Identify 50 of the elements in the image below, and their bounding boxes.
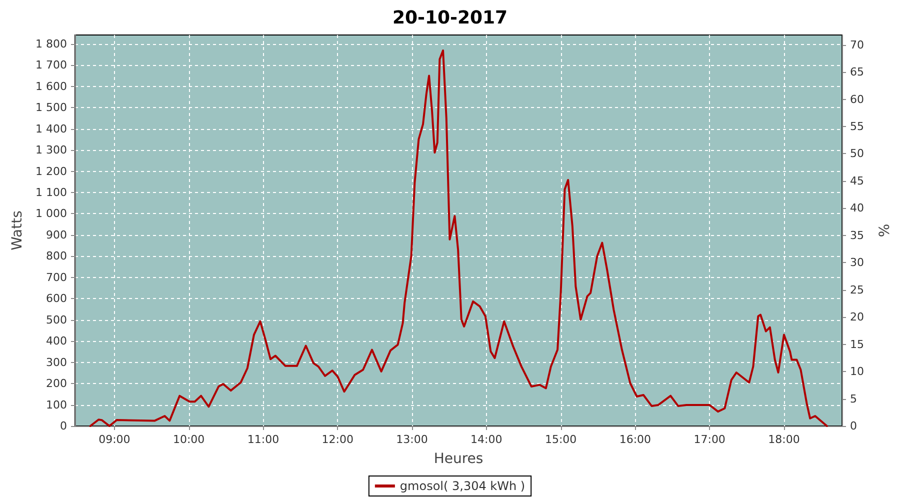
y-tick-label: 1 100: [36, 186, 67, 200]
y2-tick-label: 25: [850, 283, 864, 296]
y-tick-label: 1 000: [36, 207, 67, 220]
y-tick-label: 1 800: [36, 37, 67, 50]
x-tick-label: 13:00: [396, 433, 428, 446]
y-tick-label: 900: [46, 228, 67, 242]
y2-tick-label: 35: [850, 228, 864, 242]
y2-tick-label: 30: [850, 256, 864, 270]
x-tick-label: 17:00: [694, 433, 726, 446]
y-tick-label: 1 400: [36, 122, 67, 136]
chart-title: 20-10-2017: [392, 8, 508, 28]
y2-tick-label: 10: [850, 365, 864, 378]
y2-tick-label: 15: [850, 338, 864, 351]
x-tick-label: 11:00: [247, 433, 280, 446]
y-tick-label: 800: [46, 250, 67, 263]
legend-label: gmosol( 3,304 kWh ): [400, 479, 526, 493]
line-series: [89, 49, 828, 427]
y-tick-label: 400: [46, 334, 67, 348]
y-tick-label: 500: [46, 313, 67, 326]
y2-tick-label: 45: [850, 174, 864, 188]
y2-tick-label: 60: [850, 92, 864, 106]
y-tick-label: 200: [46, 377, 67, 390]
x-axis-title: Heures: [434, 451, 484, 467]
y2-tick-label: 50: [850, 147, 864, 160]
x-tick-label: 15:00: [544, 433, 577, 446]
y2-tick-label: 20: [850, 310, 864, 324]
y-tick-label: 100: [46, 398, 67, 412]
y-tick-label: 1 200: [36, 164, 67, 178]
y2-tick-label: 65: [850, 66, 864, 79]
y-tick-label: 1 600: [36, 80, 67, 93]
x-tick-label: 10:00: [172, 433, 205, 446]
y2-tick-label: 55: [850, 120, 864, 133]
y-tick-label: 600: [46, 292, 67, 306]
y-tick-label: 1 300: [36, 144, 67, 157]
x-tick-label: 16:00: [619, 433, 652, 446]
y-tick-label: 1 700: [36, 58, 67, 72]
y-tick-label: 700: [46, 270, 67, 284]
y2-tick-label: 70: [850, 38, 864, 52]
y2-tick-label: 5: [850, 392, 857, 406]
x-tick-label: 18:00: [768, 433, 800, 446]
y-axis-title: Watts: [10, 210, 26, 250]
y-tick-label: 300: [46, 356, 67, 369]
y2-tick-label: 0: [850, 420, 857, 432]
x-tick-label: 09:00: [98, 433, 130, 446]
y-tick-label: 0: [60, 420, 67, 432]
y2-axis-title: %: [877, 224, 893, 238]
x-tick-label: 14:00: [470, 433, 502, 446]
y-tick-label: 1 500: [36, 101, 67, 114]
y2-tick-label: 40: [850, 202, 864, 215]
x-tick-label: 12:00: [322, 433, 354, 446]
